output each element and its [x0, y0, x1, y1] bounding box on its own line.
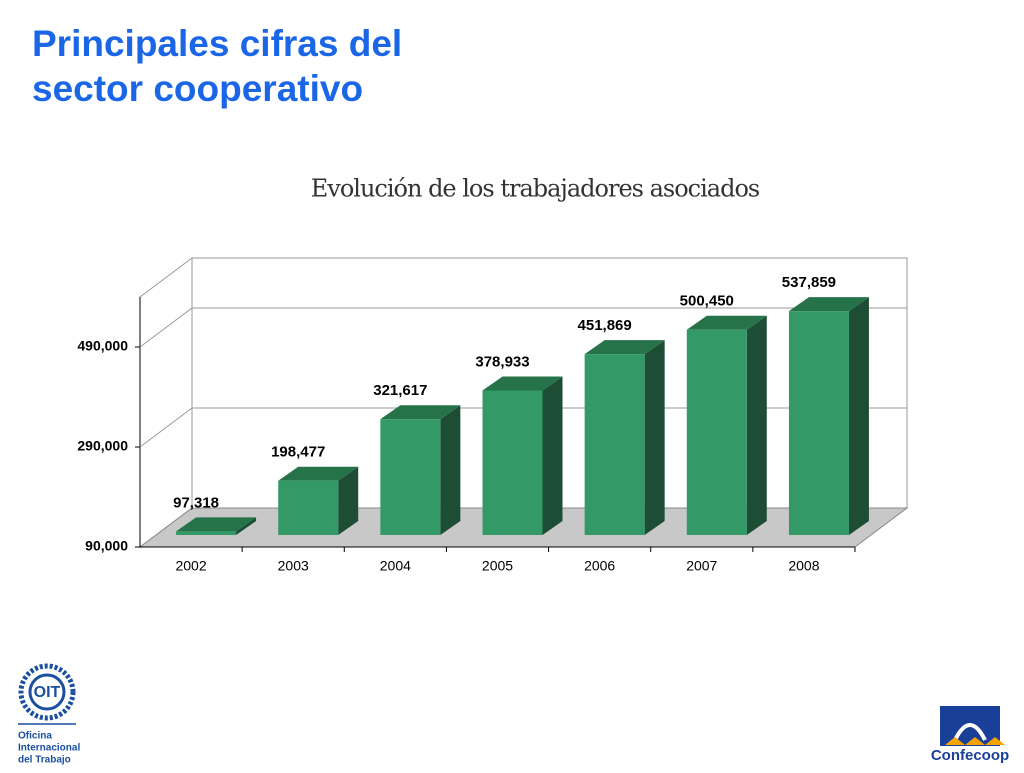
- bar-side: [644, 340, 665, 535]
- x-tick-label: 2002: [175, 558, 206, 574]
- confecoop-logo: [940, 706, 1005, 746]
- bar-front: [278, 480, 339, 535]
- bar-top: [788, 297, 869, 312]
- svg-text:OIT: OIT: [34, 684, 61, 701]
- x-tick-label: 2005: [482, 558, 513, 574]
- bar-front: [788, 311, 849, 535]
- y-tick-label: 90,000: [85, 538, 128, 554]
- bar-front: [482, 390, 543, 535]
- bar-side: [746, 315, 767, 535]
- data-label: 321,617: [373, 382, 427, 399]
- slide-title: sector cooperativo: [32, 68, 363, 109]
- logo-text: Confecoop: [931, 747, 1009, 764]
- bar-side: [848, 297, 869, 535]
- bar: [686, 315, 767, 535]
- data-label: 537,859: [782, 274, 836, 291]
- oit-logo: OIT: [18, 663, 76, 725]
- x-tick-label: 2008: [788, 558, 819, 574]
- x-tick-label: 2003: [278, 558, 309, 574]
- bar-top: [278, 466, 359, 481]
- bar: [788, 297, 869, 535]
- bar-top: [482, 376, 563, 391]
- bar-front: [686, 329, 747, 535]
- chart-title: Evolución de los trabajadores asociados: [311, 175, 760, 203]
- bar-side: [440, 405, 461, 535]
- x-tick-label: 2006: [584, 558, 615, 574]
- bar-top: [176, 517, 257, 532]
- bar-front: [380, 419, 441, 535]
- x-tick-label: 2004: [380, 558, 411, 574]
- bar-top: [380, 405, 461, 420]
- bar-front: [584, 354, 645, 535]
- data-label: 500,450: [680, 293, 734, 310]
- bar-side: [338, 466, 359, 535]
- bar-top: [686, 315, 767, 330]
- bar-top: [584, 340, 665, 355]
- bar: [278, 466, 359, 535]
- bar: [380, 405, 461, 535]
- logo-text: Oficina: [18, 731, 52, 742]
- data-label: 198,477: [271, 444, 325, 461]
- data-label: 97,318: [173, 494, 219, 511]
- bar: [482, 376, 563, 535]
- bar: [176, 517, 257, 535]
- grid-line: [139, 307, 907, 348]
- y-tick-label: 290,000: [77, 438, 128, 454]
- x-tick-label: 2007: [686, 558, 717, 574]
- slide-title: Principales cifras del: [32, 23, 402, 64]
- data-label: 451,869: [578, 317, 632, 334]
- bar-side: [236, 517, 257, 535]
- grid-line: [139, 407, 907, 448]
- y-tick-label: 490,000: [77, 338, 128, 354]
- logo-text: del Trabajo: [18, 755, 71, 766]
- logo-text: Internacional: [18, 743, 80, 754]
- bar-side: [542, 376, 563, 535]
- data-label: 378,933: [475, 354, 529, 371]
- bar: [584, 340, 665, 535]
- bar-front: [176, 531, 237, 535]
